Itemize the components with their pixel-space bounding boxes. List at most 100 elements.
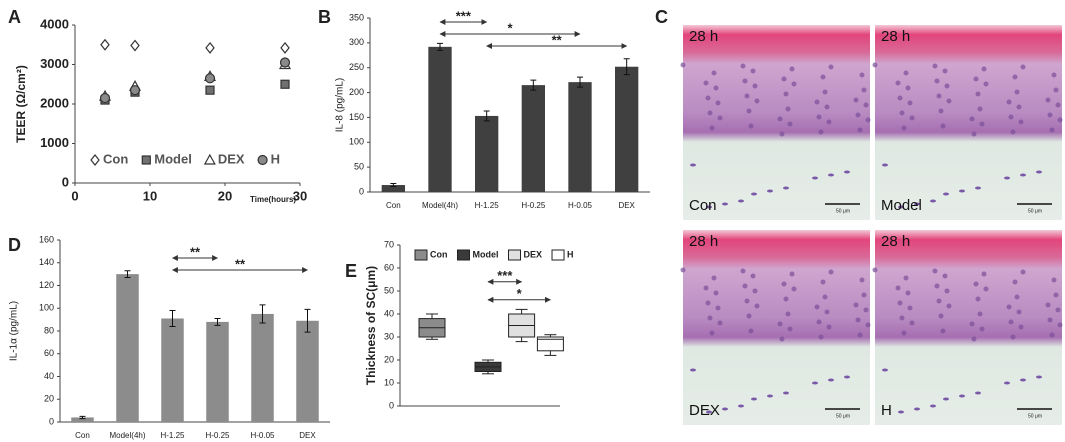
cell-nucleus bbox=[711, 275, 717, 281]
cell-nucleus bbox=[711, 70, 717, 76]
cell-nucleus bbox=[975, 296, 981, 302]
cell-nucleus bbox=[791, 286, 797, 292]
cell-nucleus bbox=[936, 298, 942, 304]
cell-nucleus bbox=[740, 63, 746, 69]
x-tick-label: Con bbox=[386, 201, 401, 210]
data-point bbox=[129, 85, 141, 96]
fibroblast bbox=[783, 186, 789, 190]
cell-nucleus bbox=[709, 125, 715, 131]
fibroblast bbox=[943, 192, 949, 196]
legend-swatch bbox=[508, 249, 521, 261]
panel-letter: B bbox=[318, 7, 331, 27]
y-tick-label: 40 bbox=[384, 308, 394, 318]
cell-nucleus bbox=[979, 326, 985, 332]
micrograph bbox=[683, 230, 870, 425]
cell-nucleus bbox=[1014, 89, 1020, 95]
y-tick-label: 150 bbox=[349, 112, 364, 122]
x-tick-label: 30 bbox=[293, 188, 307, 203]
fibroblast bbox=[828, 378, 834, 382]
cell-nucleus bbox=[787, 326, 793, 332]
data-point bbox=[100, 38, 110, 51]
cell-nucleus bbox=[895, 285, 901, 291]
x-tick-label: H-1.25 bbox=[475, 201, 500, 210]
cell-nucleus bbox=[1016, 104, 1022, 110]
x-tick-label: H-1.25 bbox=[160, 431, 185, 440]
fibroblast bbox=[975, 186, 981, 190]
cell-nucleus bbox=[932, 63, 938, 69]
group-label: Con bbox=[689, 197, 717, 214]
cell-nucleus bbox=[969, 116, 975, 122]
fibroblast bbox=[914, 202, 920, 206]
cell-nucleus bbox=[744, 93, 750, 99]
cell-nucleus bbox=[861, 87, 867, 93]
y-axis-label: IL-8 (pg/mL) bbox=[335, 78, 346, 132]
fibroblast bbox=[1004, 176, 1010, 180]
scale-label: 50 μm bbox=[1028, 413, 1042, 419]
cell-nucleus bbox=[981, 271, 987, 277]
cell-nucleus bbox=[822, 89, 828, 95]
cell-nucleus bbox=[942, 273, 948, 279]
legend-marker bbox=[203, 153, 216, 165]
fibroblast bbox=[844, 170, 850, 174]
cell-nucleus bbox=[822, 294, 828, 300]
fibroblast bbox=[767, 394, 773, 398]
cell-nucleus bbox=[781, 281, 787, 287]
fibroblast bbox=[690, 368, 696, 372]
data-point bbox=[205, 85, 215, 95]
fibroblast bbox=[1020, 173, 1026, 177]
bar bbox=[251, 313, 274, 422]
fibroblast bbox=[898, 410, 904, 414]
fibroblast bbox=[812, 176, 818, 180]
y-tick-label: 250 bbox=[349, 62, 364, 72]
fibroblast bbox=[844, 375, 850, 379]
error-bar bbox=[79, 415, 86, 420]
y-tick-label: 0 bbox=[49, 416, 54, 426]
error-bar bbox=[623, 58, 630, 76]
cell-nucleus bbox=[703, 285, 709, 291]
error-bar bbox=[390, 183, 397, 188]
micrograph bbox=[875, 230, 1062, 425]
cell-nucleus bbox=[1010, 334, 1016, 340]
cell-nucleus bbox=[857, 332, 863, 338]
error-bar bbox=[259, 304, 266, 324]
group-label: DEX bbox=[689, 402, 720, 419]
cell-nucleus bbox=[855, 112, 861, 118]
cell-nucleus bbox=[742, 283, 748, 289]
cell-nucleus bbox=[814, 304, 820, 310]
y-tick-label: 100 bbox=[39, 303, 54, 313]
cell-nucleus bbox=[983, 81, 989, 87]
cell-nucleus bbox=[1006, 99, 1012, 105]
cell-nucleus bbox=[824, 104, 830, 110]
cell-nucleus bbox=[853, 302, 859, 308]
y-axis-label: Thickness of SC(μm) bbox=[364, 266, 378, 385]
significance-label: ** bbox=[235, 256, 246, 271]
data-point bbox=[280, 79, 290, 89]
bar bbox=[116, 274, 139, 422]
bar bbox=[568, 82, 592, 192]
group-label: Model bbox=[881, 197, 922, 214]
bar bbox=[475, 115, 499, 192]
cell-nucleus bbox=[861, 292, 867, 298]
fibroblast bbox=[722, 202, 728, 206]
cell-nucleus bbox=[1012, 74, 1018, 80]
cell-nucleus bbox=[899, 110, 905, 116]
cell-nucleus bbox=[859, 72, 865, 78]
bar bbox=[381, 185, 405, 192]
cell-nucleus bbox=[899, 315, 905, 321]
cell-nucleus bbox=[942, 68, 948, 74]
cell-nucleus bbox=[742, 78, 748, 84]
cell-nucleus bbox=[1049, 332, 1055, 338]
y-tick-label: 200 bbox=[349, 87, 364, 97]
bar bbox=[296, 320, 319, 422]
cell-nucleus bbox=[934, 78, 940, 84]
cell-nucleus bbox=[779, 336, 785, 342]
cell-nucleus bbox=[717, 320, 723, 326]
cell-nucleus bbox=[865, 117, 871, 123]
bar bbox=[161, 318, 184, 422]
cell-nucleus bbox=[1020, 269, 1026, 275]
legend-marker bbox=[141, 155, 151, 165]
cell-nucleus bbox=[1010, 129, 1016, 135]
cell-nucleus bbox=[1047, 317, 1053, 323]
micrograph bbox=[683, 25, 870, 220]
cell-nucleus bbox=[740, 268, 746, 274]
